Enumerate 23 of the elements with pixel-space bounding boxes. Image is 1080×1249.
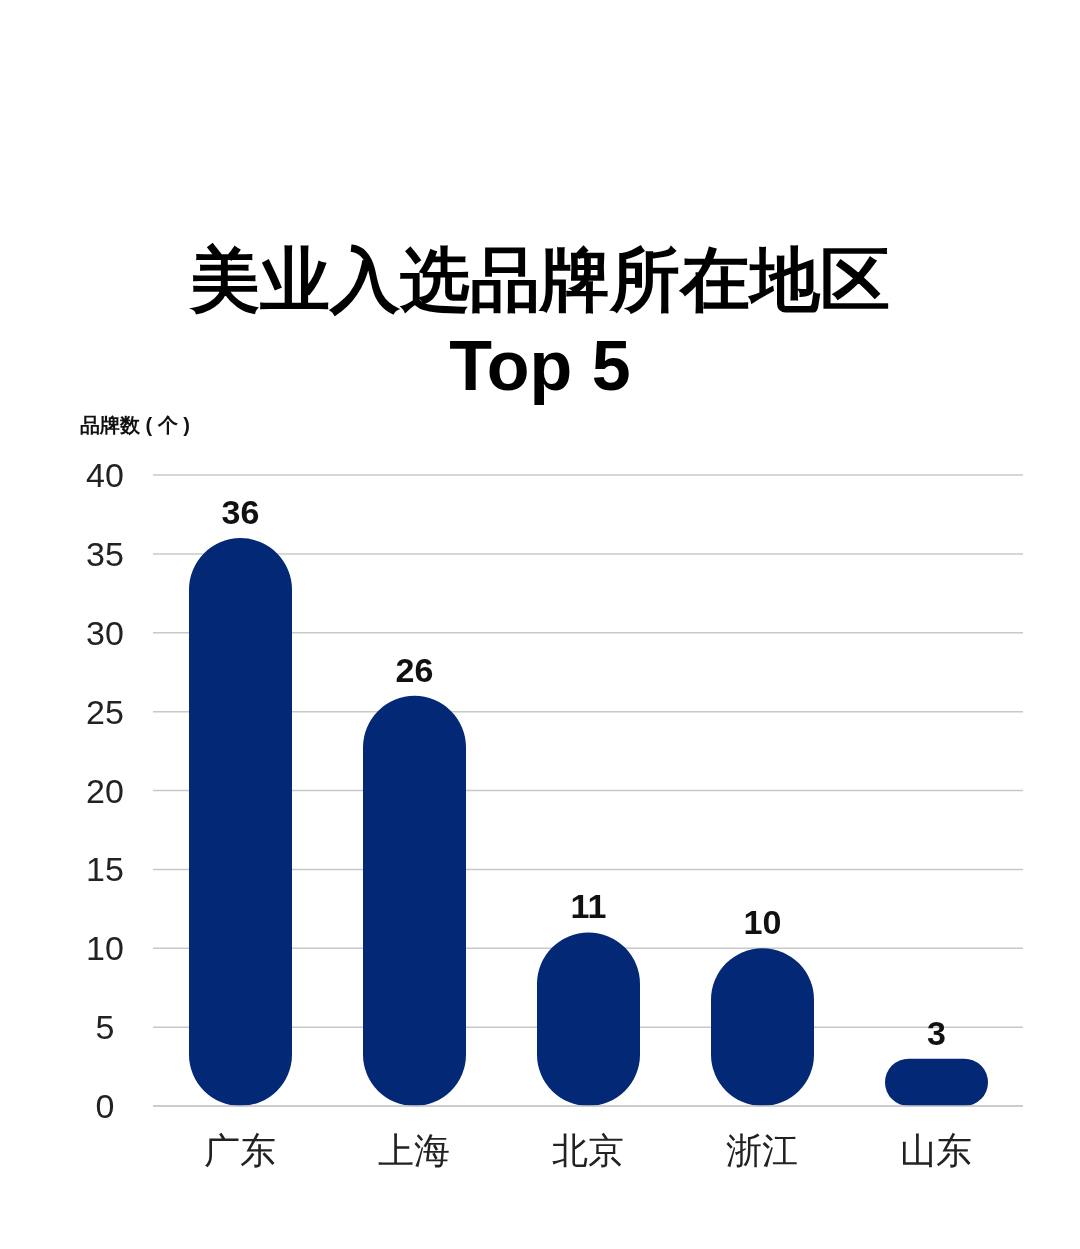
x-tick-label: 广东: [204, 1129, 276, 1171]
y-tick-label: 35: [86, 534, 124, 573]
y-tick-label: 10: [86, 929, 124, 968]
data-label: 36: [221, 493, 260, 532]
x-tick-label: 北京: [552, 1129, 624, 1171]
y-tick-label: 15: [86, 850, 124, 889]
y-tick-label: 5: [95, 1008, 115, 1047]
data-label: 11: [570, 887, 607, 926]
data-label: 10: [743, 903, 782, 942]
data-label: 26: [395, 650, 434, 689]
bar: [363, 695, 466, 1106]
y-tick-label: 25: [86, 692, 124, 731]
bar: [189, 538, 292, 1106]
data-label: 3: [927, 1013, 946, 1052]
y-tick-label: 0: [95, 1087, 115, 1125]
x-tick-label: 浙江: [726, 1129, 798, 1171]
y-tick-label: 20: [86, 771, 124, 810]
y-tick-label: 30: [86, 613, 124, 652]
chart-title: 美业入选品牌所在地区 Top 5: [188, 240, 891, 407]
x-tick-label: 山东: [900, 1129, 972, 1171]
y-tick-label: 40: [86, 456, 124, 494]
y-axis-title: 品牌数 ( 个 ): [80, 413, 190, 438]
x-tick-label: 上海: [378, 1129, 450, 1171]
